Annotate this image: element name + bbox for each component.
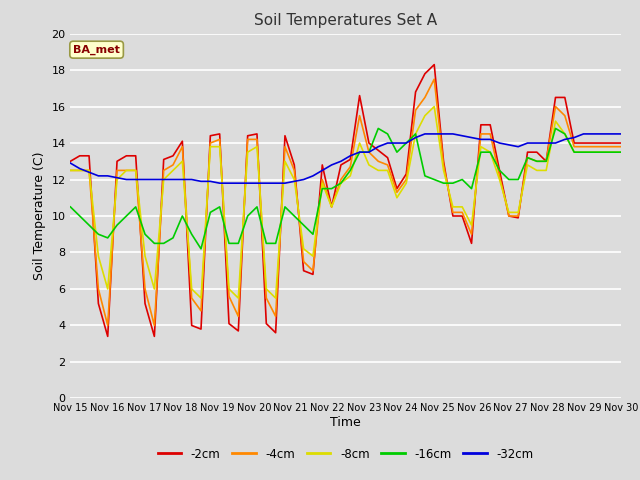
Legend: -2cm, -4cm, -8cm, -16cm, -32cm: -2cm, -4cm, -8cm, -16cm, -32cm — [153, 443, 538, 466]
Text: BA_met: BA_met — [73, 45, 120, 55]
Title: Soil Temperatures Set A: Soil Temperatures Set A — [254, 13, 437, 28]
X-axis label: Time: Time — [330, 416, 361, 429]
Y-axis label: Soil Temperature (C): Soil Temperature (C) — [33, 152, 46, 280]
